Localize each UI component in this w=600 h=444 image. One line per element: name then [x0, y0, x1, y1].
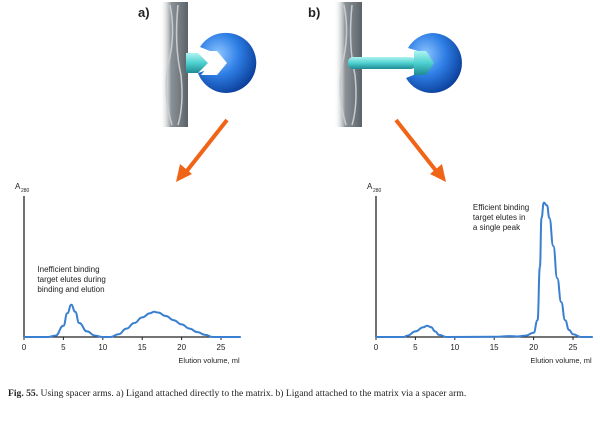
- x-tick-label: 5: [61, 343, 66, 352]
- x-tick-label: 10: [98, 343, 107, 352]
- y-axis-label-subscript: 280: [21, 188, 30, 194]
- x-tick-label: 20: [529, 343, 538, 352]
- x-tick-label: 25: [569, 343, 578, 352]
- panel-label-b: b): [308, 5, 320, 20]
- figure-number: Fig. 55.: [8, 388, 39, 399]
- x-axis-label: Elution volume, ml: [530, 356, 592, 365]
- illustrations: a) b): [138, 2, 462, 182]
- annotation-line: Inefficient binding: [37, 265, 99, 274]
- matrix-icon: [160, 2, 188, 127]
- x-axis-label: Elution volume, ml: [178, 356, 240, 365]
- y-axis-label: A: [367, 182, 373, 191]
- annotation-line: target elutes in: [473, 213, 525, 222]
- x-tick-label: 0: [374, 343, 379, 352]
- annotation-line: target elutes during: [37, 275, 106, 284]
- arrow-icon: [394, 118, 446, 182]
- y-axis-label-subscript: 280: [373, 188, 382, 194]
- annotation-line: Efficient binding: [473, 203, 529, 212]
- x-tick-label: 5: [413, 343, 418, 352]
- annotation-line: binding and elution: [37, 285, 104, 294]
- elution-curve: [376, 201, 593, 339]
- arrow-icon: [176, 118, 229, 182]
- bead-icon: [198, 32, 257, 93]
- figure-caption: Fig. 55. Using spacer arms. a) Ligand at…: [8, 388, 466, 399]
- x-tick-label: 15: [490, 343, 499, 352]
- x-tick-label: 10: [450, 343, 459, 352]
- ligand-icon: [186, 53, 208, 73]
- spacer-arm-icon: [348, 51, 434, 75]
- annotation-line: a single peak: [473, 223, 521, 232]
- x-tick-label: 0: [22, 343, 27, 352]
- x-tick-label: 25: [217, 343, 226, 352]
- elution-curve: [24, 303, 241, 338]
- caption-text: Using spacer arms. a) Ligand attached di…: [38, 388, 467, 399]
- x-tick-label: 15: [138, 343, 147, 352]
- y-axis-label: A: [15, 182, 21, 191]
- panel-label-a: a): [138, 5, 150, 20]
- x-tick-label: 20: [177, 343, 186, 352]
